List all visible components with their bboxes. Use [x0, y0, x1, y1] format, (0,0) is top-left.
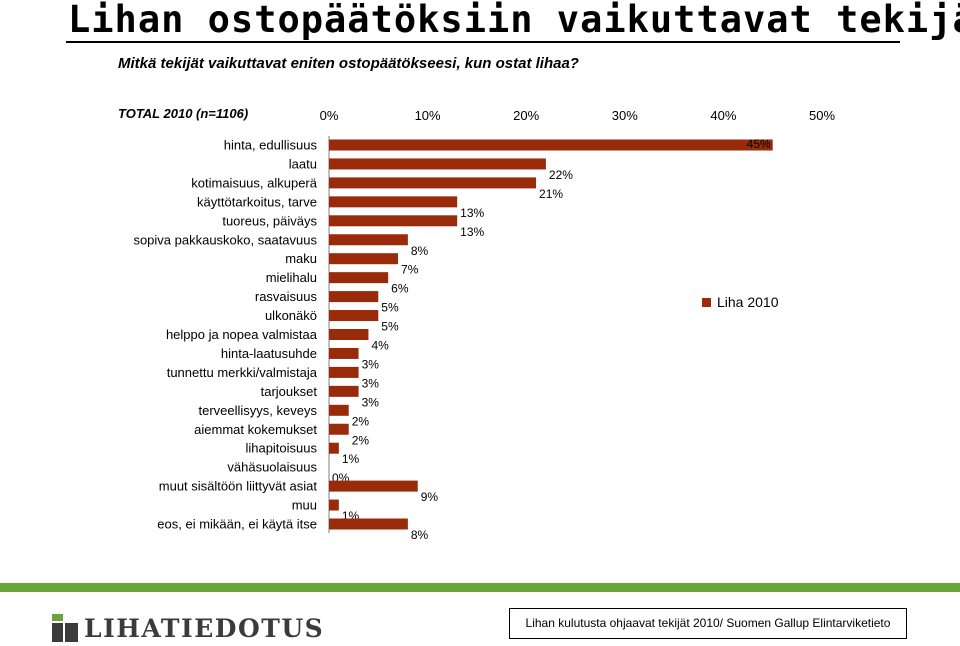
x-tick-label: 40%: [710, 108, 736, 123]
category-label: muu: [292, 498, 317, 513]
value-label: 5%: [381, 301, 399, 315]
category-label: aiemmat kokemukset: [194, 422, 317, 437]
value-label: 21%: [539, 187, 563, 201]
bar: [329, 215, 458, 227]
category-label: tunnettu merkki/valmistaja: [167, 365, 318, 380]
bar: [329, 291, 379, 303]
bar: [329, 272, 389, 284]
category-label: käyttötarkoitus, tarve: [197, 194, 317, 209]
chart-subtitle: Mitkä tekijät vaikuttavat eniten ostopää…: [118, 55, 579, 72]
value-label: 8%: [411, 528, 429, 542]
bar: [329, 177, 537, 189]
value-label: 13%: [460, 225, 484, 239]
category-label: mielihalu: [266, 270, 317, 285]
x-tick-label: 50%: [809, 108, 835, 123]
value-label: 2%: [352, 414, 370, 428]
bar: [329, 329, 369, 340]
value-label: 13%: [460, 206, 484, 220]
category-label: kotimaisuus, alkuperä: [191, 175, 317, 190]
horizontal-bar-chart: 0% 10% 20% 30% 40% 50% hinta, edullisuus 45% laa…: [133, 108, 835, 542]
category-label: rasvaisuus: [255, 289, 318, 304]
category-label: lihapitoisuus: [245, 441, 317, 456]
footer-green-band: [0, 583, 960, 592]
value-label: 1%: [342, 452, 360, 466]
bar: [329, 253, 399, 265]
value-label: 3%: [362, 357, 380, 371]
value-label: 8%: [411, 244, 429, 258]
source-note: Lihan kulutusta ohjaavat tekijät 2010/ S…: [509, 608, 907, 639]
value-label: 2%: [352, 433, 370, 447]
bar: [329, 518, 408, 530]
bar: [329, 234, 408, 246]
bar: [329, 480, 418, 492]
value-label: 7%: [401, 263, 419, 277]
x-tick-label: 0%: [320, 108, 339, 123]
x-tick-label: 30%: [612, 108, 638, 123]
category-label: terveellisyys, keveys: [199, 403, 318, 418]
bar: [329, 158, 546, 170]
category-label: hinta, edullisuus: [224, 138, 318, 153]
category-label: hinta-laatusuhde: [221, 346, 317, 361]
category-label: sopiva pakkauskoko, saatavuus: [133, 232, 317, 247]
value-label: 4%: [371, 339, 389, 353]
logo-mark-icon: [52, 614, 78, 642]
category-label: helppo ja nopea valmistaa: [166, 327, 318, 342]
bar: [329, 366, 359, 378]
category-label: muut sisältöön liittyvät asiat: [159, 479, 318, 494]
category-label: ulkonäkö: [265, 308, 317, 323]
bar: [329, 310, 379, 322]
bar: [329, 347, 359, 359]
bar: [329, 499, 339, 511]
bar: [329, 404, 349, 416]
page-title: Lihan ostopäätöksiin vaikuttavat tekijät: [68, 0, 960, 41]
category-label: eos, ei mikään, ei käytä itse: [157, 517, 317, 532]
legend-label: Liha 2010: [717, 294, 779, 310]
value-label: 9%: [421, 490, 439, 504]
category-label: vähäsuolaisuus: [227, 460, 317, 475]
chart-legend: Liha 2010: [702, 294, 779, 310]
category-label: tarjoukset: [261, 384, 318, 399]
bar: [329, 442, 339, 454]
title-underline: [66, 41, 900, 43]
bar: [329, 423, 349, 435]
logo-text: LIHATIEDOTUS: [84, 613, 325, 643]
value-label: 6%: [391, 282, 409, 296]
bar: [329, 385, 359, 397]
legend-swatch: [702, 297, 711, 307]
bar: [329, 139, 773, 151]
x-tick-label: 20%: [513, 108, 539, 123]
value-label: 22%: [549, 168, 573, 182]
category-label: maku: [285, 251, 317, 266]
sample-size-label: TOTAL 2010 (n=1106): [118, 106, 249, 121]
value-label: 45%: [747, 137, 771, 151]
value-label: 3%: [362, 376, 380, 390]
x-tick-label: 10%: [415, 108, 441, 123]
value-label: 5%: [381, 320, 399, 334]
bar: [329, 196, 458, 208]
lihatiedotus-logo: LIHATIEDOTUS: [52, 610, 324, 646]
category-label: tuoreus, päiväys: [222, 213, 317, 228]
value-label: 3%: [362, 395, 380, 409]
category-label: laatu: [289, 156, 317, 171]
